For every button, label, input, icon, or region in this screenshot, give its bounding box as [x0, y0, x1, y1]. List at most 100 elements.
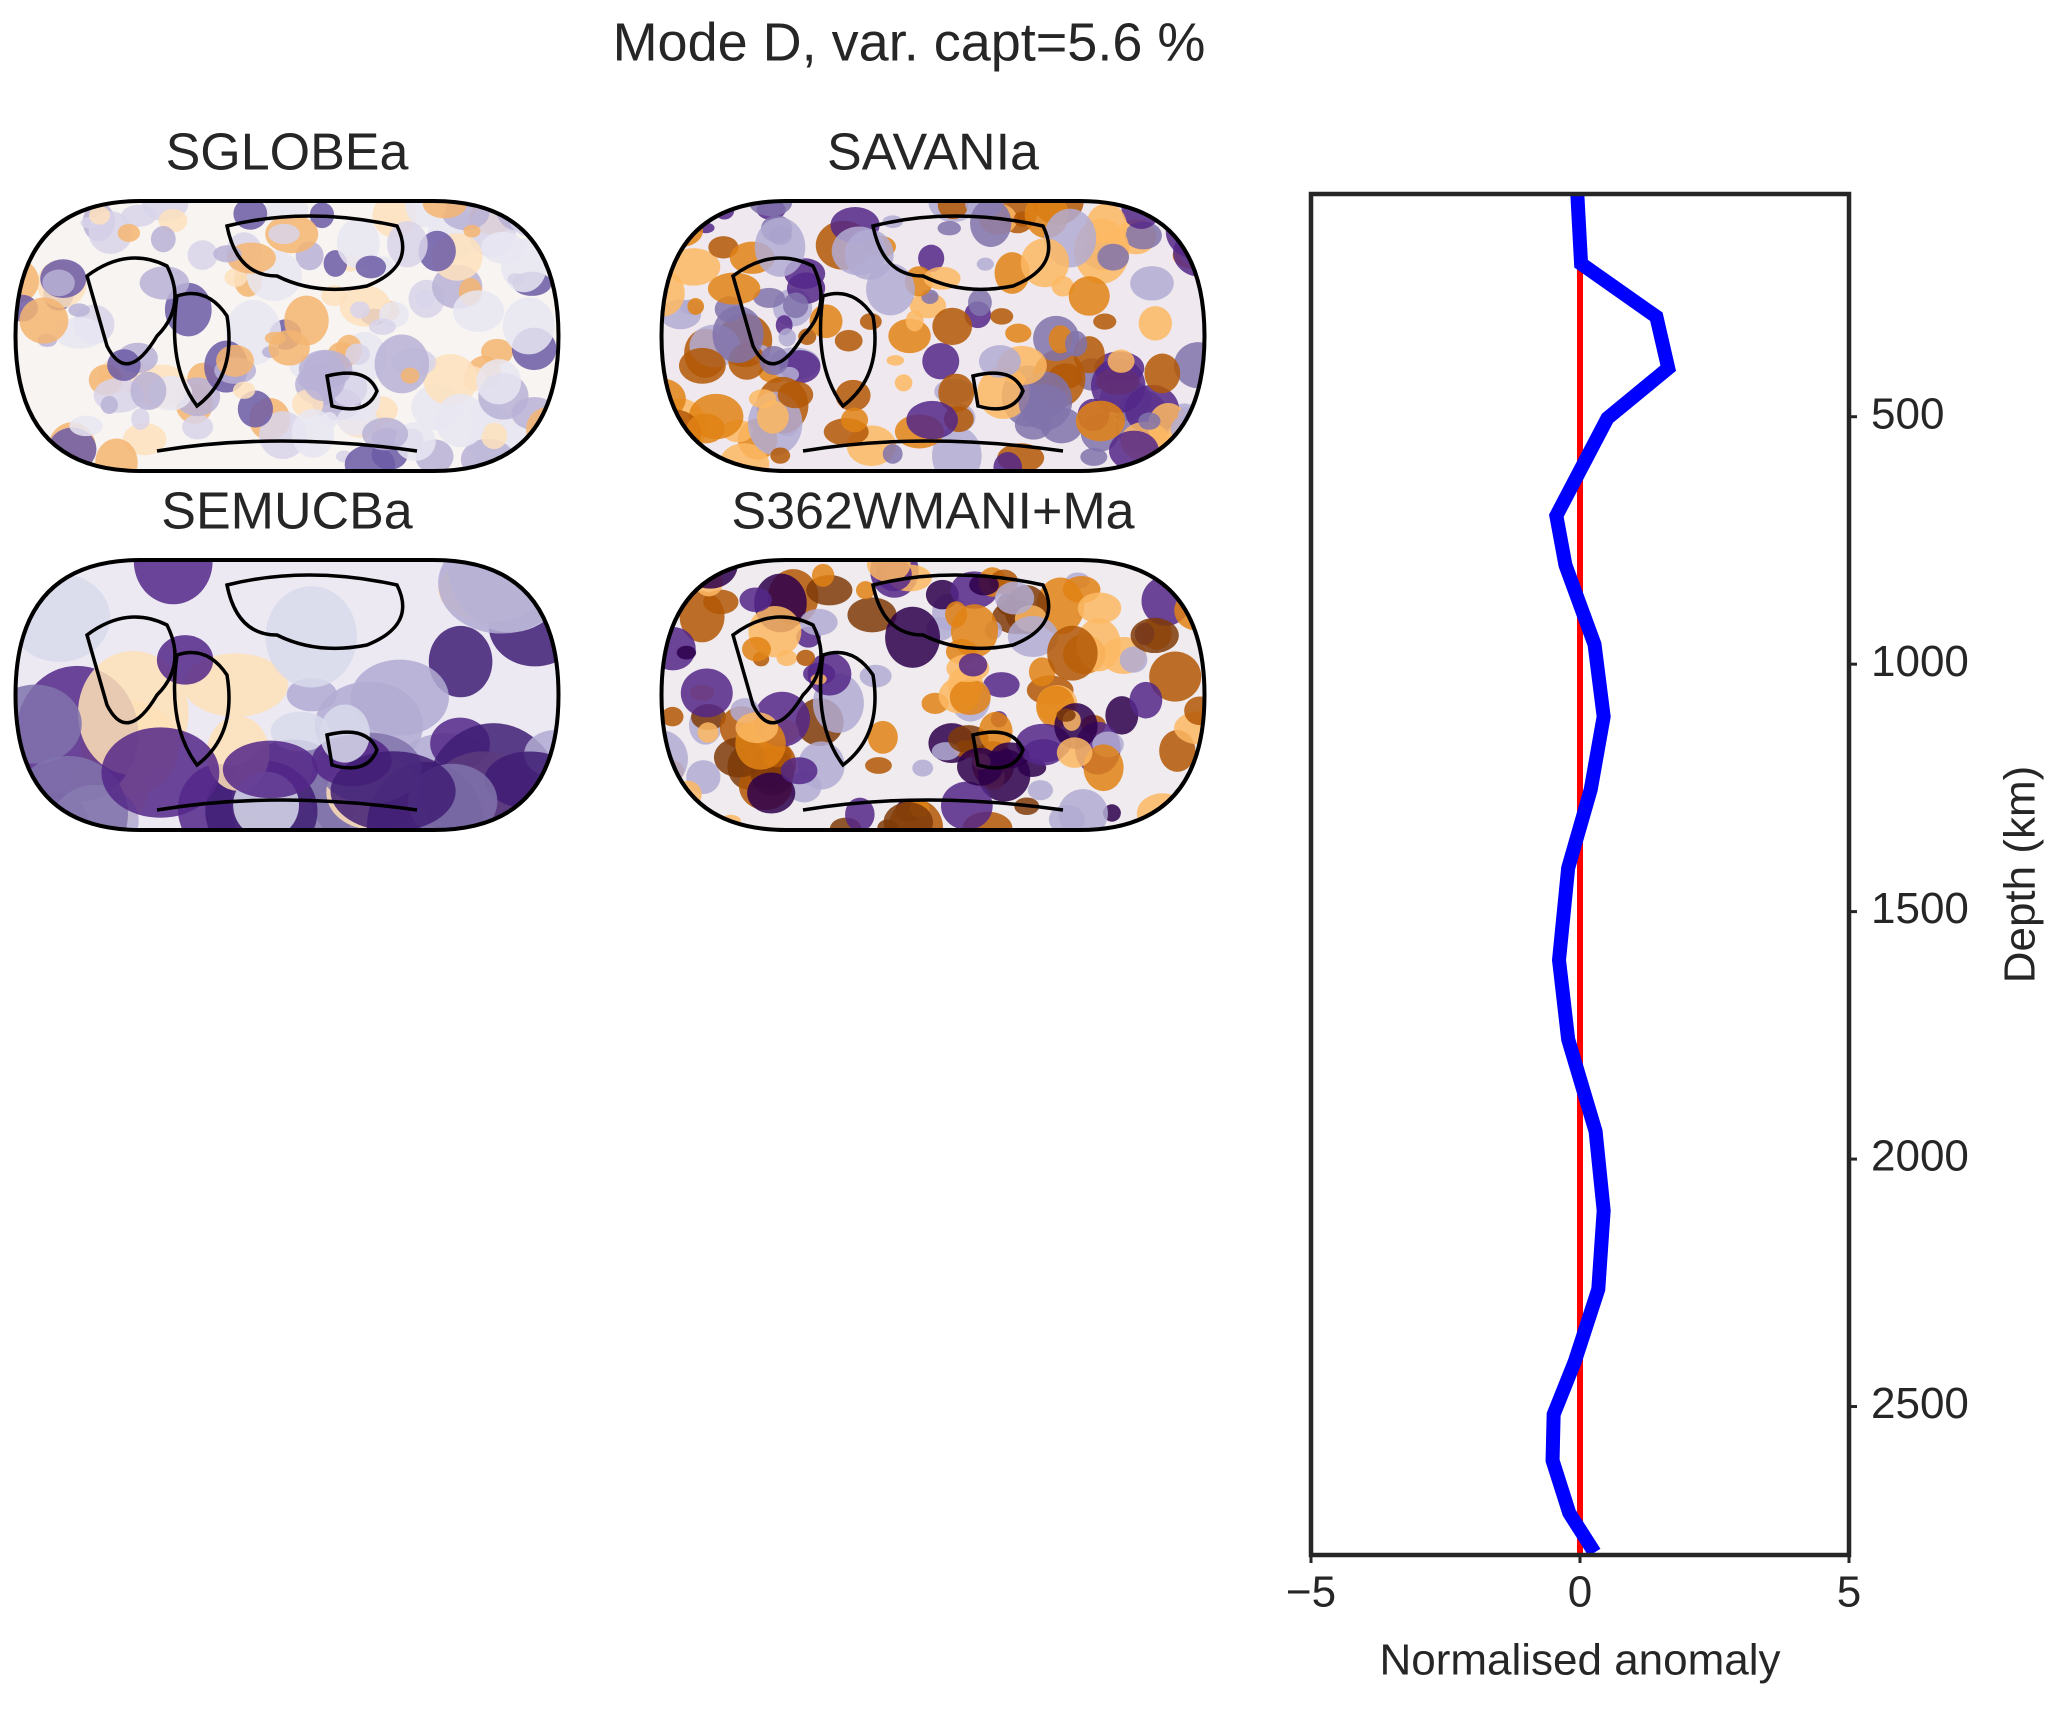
map-blob [778, 328, 796, 347]
map-blob [1018, 371, 1073, 431]
y-axis-label: Depth (km) [1996, 766, 2045, 984]
map-blob [847, 597, 897, 633]
map-blob [130, 371, 167, 411]
map-blob [1184, 696, 1205, 726]
map-blob [400, 367, 420, 384]
map-blob [131, 408, 150, 430]
map-blob [759, 346, 789, 375]
coastline [172, 650, 231, 768]
map-blob [856, 581, 876, 600]
coastline [802, 439, 1064, 453]
map-title: SEMUCBa [161, 483, 412, 541]
map-blob [937, 201, 969, 220]
coastline [172, 291, 231, 409]
map-blob [435, 393, 486, 448]
coastline [730, 256, 823, 366]
map-blob [1022, 739, 1064, 766]
map-blob [1130, 617, 1179, 654]
map-blob [676, 645, 697, 660]
map-blob [422, 201, 468, 219]
map-blob [1124, 221, 1162, 250]
map-blob [667, 560, 713, 583]
map-blob [844, 229, 894, 280]
map [15, 201, 559, 471]
coastline [325, 371, 379, 411]
map-blob [741, 636, 772, 662]
map-blob [748, 389, 777, 409]
y-tick-label: 1000 [1871, 637, 1969, 686]
coastline [156, 439, 418, 453]
map-blob [19, 297, 69, 344]
map-blob [1093, 313, 1117, 330]
map-blob [1165, 204, 1205, 258]
map-blob [224, 268, 248, 287]
map-blob [918, 244, 945, 273]
coastline [84, 256, 177, 366]
coastline [971, 371, 1025, 411]
map-blob [1056, 737, 1093, 768]
map-blob [387, 221, 428, 268]
map-blob [968, 288, 992, 317]
map-border [659, 558, 1207, 832]
map-blob [1068, 276, 1110, 316]
map-blob [1077, 592, 1122, 624]
axes-frame [1308, 191, 1852, 1558]
map-blob [845, 797, 875, 830]
map-blob [68, 303, 90, 317]
map-blob [940, 781, 993, 830]
map-blob [990, 308, 1014, 325]
map-blob [883, 802, 933, 830]
map-border [13, 558, 561, 832]
map [15, 560, 559, 830]
map-blob [951, 604, 999, 658]
coastline [971, 730, 1025, 770]
map-blob [428, 625, 493, 698]
map-blob [1107, 349, 1135, 373]
map [661, 560, 1205, 830]
map-blob [859, 313, 882, 330]
map-blob [707, 272, 761, 305]
map-blob [536, 455, 559, 471]
map-blob [661, 561, 683, 592]
map-blob [983, 672, 1020, 698]
map-blob [661, 786, 692, 827]
figure-title: Mode D, var. capt=5.6 % [613, 12, 1206, 72]
map-blob [344, 444, 396, 471]
map-blob [925, 579, 959, 610]
map-blob [546, 248, 559, 265]
coastline [224, 573, 405, 651]
map-blob [1138, 412, 1161, 430]
map-blob [993, 452, 1023, 471]
map-blob [1097, 243, 1130, 271]
map-blob [1080, 447, 1108, 466]
map-blob [1058, 789, 1108, 830]
map-blob [15, 684, 82, 764]
map-blob [697, 722, 719, 743]
map-blob [1047, 625, 1098, 681]
map-blob [937, 221, 961, 236]
coastline [84, 615, 177, 725]
map-blob [264, 331, 286, 345]
map-blob [89, 206, 111, 225]
coastline [156, 798, 418, 812]
map-blob [905, 310, 924, 332]
x-axis-label: Normalised anomaly [1379, 1636, 1780, 1685]
map-blob [757, 400, 789, 434]
map-blob [182, 414, 214, 440]
map-blob [938, 373, 975, 412]
map-blob [739, 587, 772, 613]
map-blob [42, 269, 75, 297]
map-blob [672, 795, 694, 811]
map-blob [355, 255, 387, 279]
map-blob [686, 413, 725, 444]
map-blob [150, 225, 176, 253]
map-blob [15, 416, 26, 437]
map-blob [687, 297, 705, 315]
coastline [870, 573, 1051, 651]
map-blob [484, 751, 559, 809]
map-blob [770, 447, 791, 464]
map-blob [932, 307, 973, 346]
map-blob [1136, 793, 1189, 830]
coastline [818, 291, 877, 409]
map-blob [529, 431, 559, 471]
